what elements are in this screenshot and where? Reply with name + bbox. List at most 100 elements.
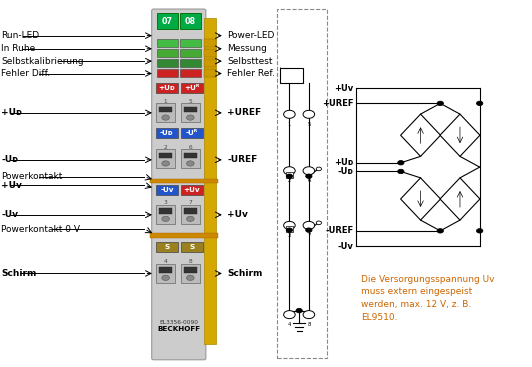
Text: BECKHOFF: BECKHOFF (157, 326, 201, 333)
Bar (157, 69, 178, 77)
Text: +Uv: +Uv (227, 210, 248, 219)
Circle shape (162, 216, 170, 221)
Bar (181, 149, 200, 168)
Text: Selbsttest: Selbsttest (227, 57, 273, 66)
Bar (181, 205, 200, 224)
Text: -Uv: -Uv (160, 187, 174, 193)
Bar (157, 39, 178, 47)
Text: Fehler Ref.: Fehler Ref. (227, 69, 275, 78)
Text: -Uᴅ: -Uᴅ (2, 155, 19, 164)
Bar (180, 59, 201, 67)
Bar (181, 264, 200, 283)
Text: 4: 4 (288, 322, 291, 327)
Bar (204, 69, 216, 77)
Bar (149, 179, 218, 183)
Circle shape (284, 310, 295, 319)
Text: +Uᴅ: +Uᴅ (159, 85, 176, 91)
Bar (156, 149, 176, 168)
Bar (180, 39, 201, 47)
Bar (204, 39, 216, 47)
Text: -UREF: -UREF (227, 155, 257, 164)
Text: -Uv: -Uv (2, 210, 19, 219)
Text: 7: 7 (188, 200, 192, 205)
Circle shape (303, 167, 314, 175)
Text: +Uv: +Uv (334, 84, 354, 92)
Text: Run-LED: Run-LED (2, 31, 39, 40)
Bar (181, 242, 203, 252)
Text: 08: 08 (185, 17, 196, 26)
Circle shape (187, 216, 194, 221)
Bar (204, 18, 216, 344)
Bar (181, 128, 203, 138)
Bar (204, 59, 216, 67)
Circle shape (286, 228, 293, 232)
Circle shape (303, 310, 314, 319)
Text: Die Versorgungsspannung Uv
muss extern eingespeist
werden, max. 12 V, z. B.
EL95: Die Versorgungsspannung Uv muss extern e… (361, 275, 495, 322)
Text: +Uv: +Uv (184, 187, 200, 193)
Text: 5: 5 (188, 99, 192, 103)
Text: +Uᴅ: +Uᴅ (334, 158, 354, 167)
Text: Messung: Messung (227, 44, 267, 53)
Text: Selbstkalibrierung: Selbstkalibrierung (2, 57, 84, 66)
Bar (280, 68, 303, 83)
Text: -Uv: -Uv (338, 241, 354, 251)
Polygon shape (440, 178, 480, 220)
Circle shape (398, 160, 404, 165)
Text: 6: 6 (188, 145, 192, 149)
Text: 5: 5 (307, 121, 311, 127)
Circle shape (306, 228, 312, 232)
Bar (204, 49, 216, 57)
Circle shape (477, 101, 483, 106)
Text: 07: 07 (162, 17, 173, 26)
Text: Powerkontakt: Powerkontakt (2, 172, 63, 181)
Text: S: S (189, 244, 194, 250)
Circle shape (284, 110, 295, 118)
Text: 6: 6 (307, 178, 311, 183)
Circle shape (187, 115, 194, 120)
Circle shape (303, 110, 314, 118)
Bar (149, 233, 218, 238)
Circle shape (437, 229, 443, 233)
FancyBboxPatch shape (152, 9, 206, 360)
Text: +Uᴅ: +Uᴅ (2, 108, 22, 117)
Text: 1: 1 (164, 99, 168, 103)
Bar (181, 185, 203, 195)
Bar (184, 107, 196, 112)
Bar (157, 59, 178, 67)
Text: -Uᴿ: -Uᴿ (186, 130, 198, 136)
Circle shape (284, 167, 295, 175)
Circle shape (303, 221, 314, 229)
Polygon shape (440, 114, 480, 156)
Bar (184, 153, 196, 158)
Circle shape (187, 275, 194, 280)
Text: 1: 1 (288, 121, 291, 127)
Text: 7: 7 (307, 233, 311, 238)
Text: 8: 8 (307, 322, 311, 327)
Bar (181, 83, 203, 93)
Text: Power-LED: Power-LED (227, 31, 275, 40)
Bar (156, 103, 176, 122)
Bar (180, 69, 201, 77)
Circle shape (296, 308, 302, 313)
Circle shape (162, 275, 170, 280)
Bar (180, 14, 201, 29)
Polygon shape (401, 114, 440, 156)
Text: 3: 3 (164, 200, 168, 205)
Bar (160, 153, 172, 158)
Circle shape (162, 115, 170, 120)
Text: 3: 3 (288, 233, 291, 238)
Text: +Uv: +Uv (2, 181, 22, 190)
Text: +Uᴿ: +Uᴿ (184, 85, 200, 91)
Text: -Uᴅ: -Uᴅ (337, 167, 354, 176)
Circle shape (477, 229, 483, 233)
Circle shape (437, 101, 443, 106)
Circle shape (316, 167, 321, 171)
Text: S: S (164, 244, 170, 250)
Text: 2: 2 (288, 178, 291, 183)
Text: +UREF: +UREF (322, 99, 354, 108)
Text: -UREF: -UREF (326, 226, 354, 235)
Text: Schirm: Schirm (227, 269, 263, 278)
Circle shape (306, 174, 312, 178)
Text: +UREF: +UREF (227, 108, 262, 117)
Text: -Uᴅ: -Uᴅ (160, 130, 174, 136)
